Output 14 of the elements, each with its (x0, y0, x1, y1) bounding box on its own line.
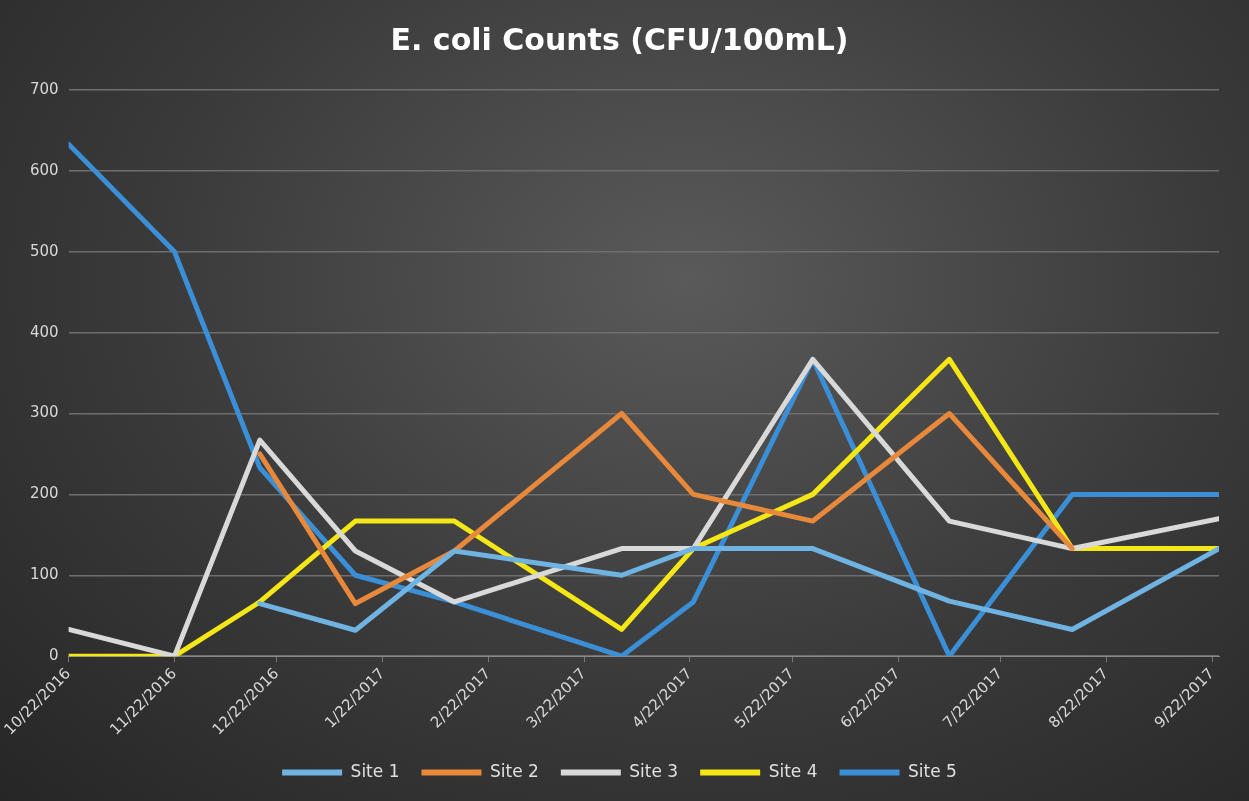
y-tick-label: 500 (29, 241, 59, 260)
y-tick-label: 300 (29, 403, 59, 422)
legend-label: Site 4 (768, 760, 818, 781)
y-tick-label: 600 (29, 160, 59, 179)
y-tick-label: 700 (29, 79, 59, 98)
y-tick-label: 0 (49, 646, 59, 665)
legend-label: Site 2 (489, 760, 539, 781)
chart-title: E. coli Counts (CFU/100mL) (390, 21, 849, 57)
legend-label: Site 5 (908, 760, 957, 781)
legend-label: Site 3 (629, 760, 679, 781)
legend-label: Site 1 (350, 760, 400, 781)
y-tick-label: 100 (29, 565, 59, 584)
y-tick-label: 200 (29, 484, 59, 503)
y-tick-label: 400 (29, 322, 59, 341)
